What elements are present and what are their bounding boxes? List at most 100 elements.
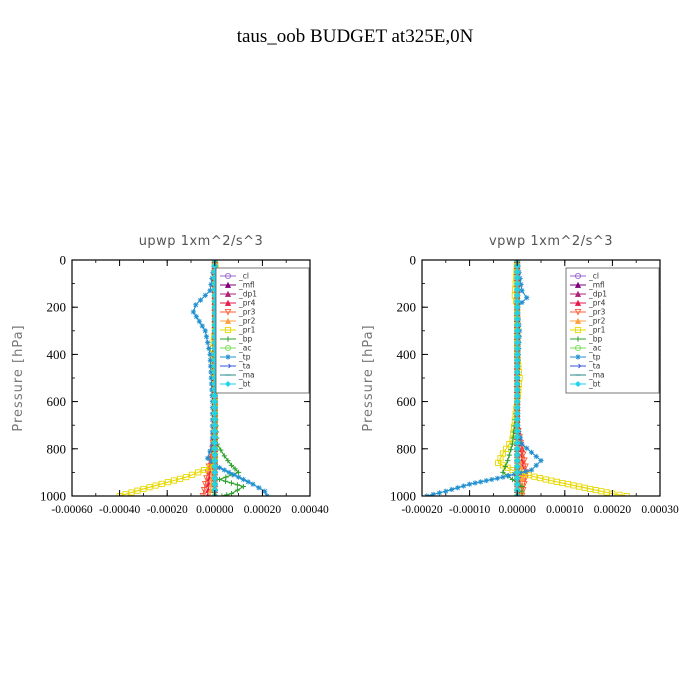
data-point-marker: [575, 354, 581, 360]
data-point-marker: [228, 491, 235, 496]
data-point-marker: [616, 491, 623, 496]
data-point-marker: [538, 458, 544, 464]
y-tick-label: 400: [397, 347, 417, 362]
data-point-marker: [190, 309, 196, 315]
data-point-marker: [224, 492, 230, 496]
panel-vpwp: vpwp 1xm^2/s^3 Pressure [hPa] 0 200 400 600 80…: [361, 234, 679, 516]
data-point-marker: [197, 297, 204, 303]
legend-label: _tp: [588, 353, 601, 362]
data-point-marker: [575, 363, 582, 369]
y-tick-label: 0: [410, 253, 417, 268]
data-point-marker: [514, 410, 521, 417]
data-point-marker: [211, 481, 218, 488]
data-point-marker: [514, 315, 521, 323]
y-tick-label: 400: [47, 347, 67, 362]
data-point-marker: [518, 475, 526, 482]
data-point-marker: [202, 328, 208, 334]
data-point-marker: [207, 357, 213, 363]
legend-label: _ta: [588, 362, 600, 371]
legend-label: _ta: [238, 362, 250, 371]
data-point-marker: [449, 486, 455, 493]
data-point-marker: [514, 416, 521, 423]
legend-item: _mfl: [220, 281, 255, 290]
legend-item: _ma: [220, 371, 255, 380]
legend-item: _mfl: [570, 281, 605, 290]
data-point-marker: [195, 469, 202, 476]
data-point-marker: [211, 475, 218, 482]
data-point-marker: [514, 439, 521, 446]
data-point-marker: [207, 448, 213, 454]
data-point-marker: [574, 380, 582, 388]
legend-item: _pr2: [570, 317, 606, 326]
data-point-marker: [219, 493, 225, 496]
data-point-marker: [531, 473, 538, 480]
data-point-marker: [183, 474, 190, 481]
data-point-marker: [517, 435, 523, 441]
data-point-marker: [211, 398, 218, 405]
data-point-marker: [122, 491, 129, 496]
legend-label: _bp: [588, 335, 603, 344]
y-tick-label: 200: [47, 300, 67, 315]
data-point-marker: [536, 475, 544, 482]
data-point-marker: [240, 483, 246, 490]
legend-label: _tp: [238, 353, 251, 362]
legend-item: _dp1: [570, 290, 607, 299]
legend-item: _pr2: [220, 317, 256, 326]
data-point-marker: [514, 451, 521, 458]
data-point-marker: [514, 321, 521, 328]
data-point-marker: [224, 380, 232, 388]
x-tick-label: 0.00030: [641, 504, 679, 516]
data-point-marker: [514, 398, 521, 405]
x-tick-label: -0.00010: [449, 504, 490, 516]
data-point-marker: [208, 492, 212, 496]
data-point-marker: [514, 298, 521, 305]
data-point-marker: [519, 441, 525, 447]
data-point-marker: [224, 317, 232, 324]
data-point-marker: [523, 468, 529, 475]
plot-area: [116, 260, 270, 496]
data-point-marker: [199, 492, 207, 496]
data-point-marker: [514, 392, 521, 399]
data-point-marker: [224, 344, 232, 352]
data-point-marker: [211, 439, 218, 446]
data-point-marker: [225, 336, 231, 342]
data-point-marker: [509, 476, 516, 483]
data-point-marker: [146, 484, 153, 491]
data-point-marker: [524, 445, 530, 451]
data-point-marker: [521, 457, 528, 465]
data-point-marker: [575, 336, 581, 342]
x-tick-label: -0.00040: [99, 504, 140, 516]
data-point-marker: [201, 481, 209, 488]
data-point-marker: [514, 327, 521, 334]
data-point-marker: [525, 472, 532, 479]
legend-label: _ac: [238, 344, 251, 353]
data-point-marker: [509, 441, 516, 447]
legend-item: _bp: [570, 335, 603, 344]
legend-label: _pr2: [588, 317, 606, 326]
data-point-marker: [211, 433, 218, 441]
data-point-marker: [503, 445, 510, 452]
data-point-marker: [514, 463, 521, 470]
data-point-marker: [189, 471, 196, 478]
legend-item: _ma: [570, 371, 605, 380]
x-tick-label: 0.00020: [244, 504, 282, 516]
panel-title: upwp 1xm^2/s^3: [139, 234, 264, 249]
data-point-marker: [502, 463, 508, 470]
data-point-marker: [514, 457, 521, 464]
legend-label: _pr4: [238, 299, 256, 308]
data-point-marker: [222, 478, 229, 484]
data-point-marker: [240, 476, 246, 483]
data-point-marker: [218, 447, 224, 453]
data-point-marker: [211, 404, 218, 411]
data-point-marker: [494, 475, 500, 481]
data-point-marker: [207, 288, 213, 294]
legend-item: _ac: [220, 344, 251, 353]
x-tick-label: 0.00020: [594, 504, 632, 516]
data-point-marker: [224, 308, 232, 316]
data-point-marker: [224, 272, 232, 280]
legend: _cl_mfl_dp1_pr4_pr3_pr2_pr1_bp_ac_tp_ta_…: [565, 267, 660, 394]
data-point-marker: [514, 481, 521, 488]
data-point-marker: [224, 290, 232, 297]
data-point-marker: [436, 490, 443, 496]
